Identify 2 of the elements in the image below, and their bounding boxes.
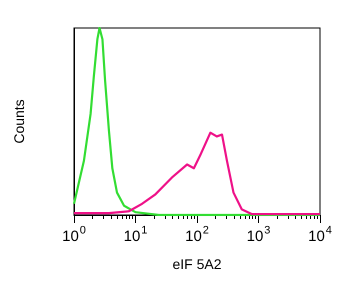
y-axis-title: Counts [11,99,27,144]
x-axis-title: eIF 5A2 [172,256,222,272]
